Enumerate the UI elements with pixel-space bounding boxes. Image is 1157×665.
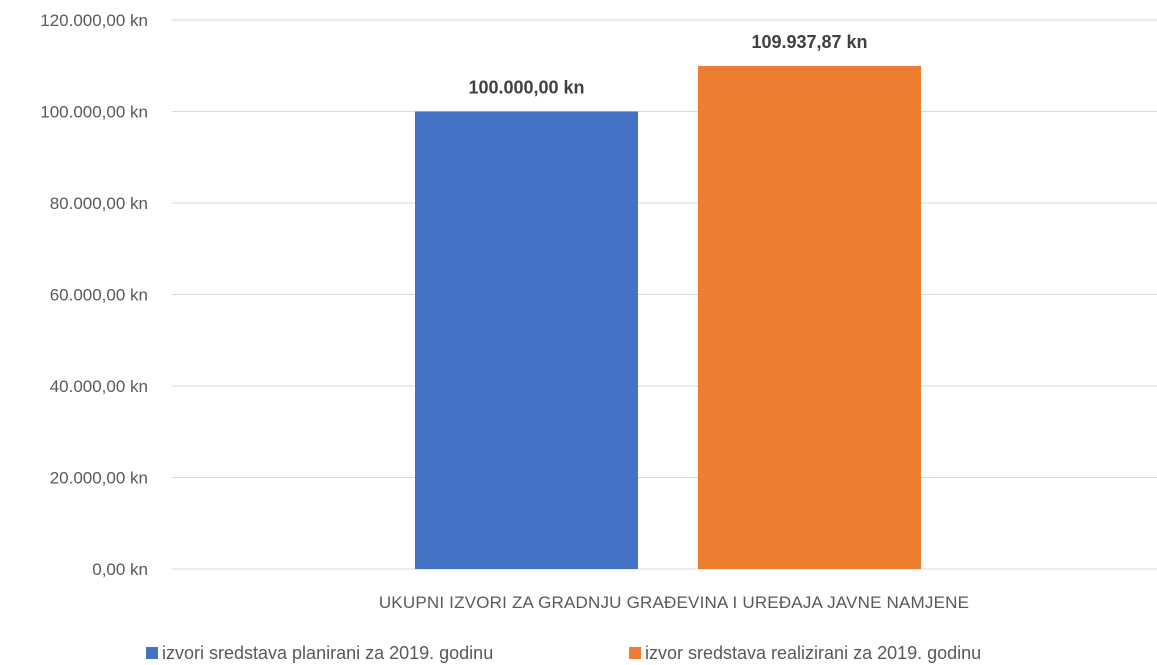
bars [415,66,921,570]
y-tick-label: 100.000,00 kn [40,103,148,122]
bar [415,111,638,569]
bar [698,66,921,570]
data-label: 109.937,87 kn [751,32,867,52]
y-tick-label: 20.000,00 kn [50,469,148,488]
legend-label-planned: izvori sredstava planirani za 2019. godi… [162,643,493,663]
legend-swatch-realized [629,647,641,659]
y-tick-label: 80.000,00 kn [50,194,148,213]
legend: izvori sredstava planirani za 2019. godi… [146,643,981,663]
y-tick-label: 40.000,00 kn [50,377,148,396]
y-tick-label: 60.000,00 kn [50,286,148,305]
legend-swatch-planned [146,647,158,659]
legend-label-realized: izvor sredstava realizirani za 2019. god… [645,643,981,663]
y-axis-tick-labels: 0,00 kn 20.000,00 kn 40.000,00 kn 60.000,00… [40,11,148,579]
y-tick-label: 120.000,00 kn [40,11,148,30]
y-tick-label: 0,00 kn [92,560,148,579]
data-label: 100.000,00 kn [468,78,584,98]
category-label: UKUPNI IZVORI ZA GRADNJU GRAĐEVINA I URE… [379,593,969,612]
data-labels: 100.000,00 kn 109.937,87 kn [468,32,867,97]
gridlines [172,19,1157,570]
